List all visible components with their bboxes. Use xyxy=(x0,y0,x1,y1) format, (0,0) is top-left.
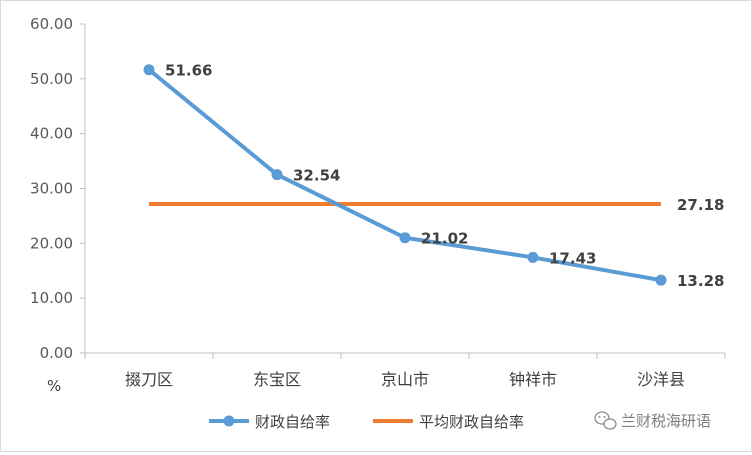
legend-fiscal-label: 财政自给率 xyxy=(255,413,330,431)
y-tick-label: 40.00 xyxy=(30,125,73,143)
watermark-text: 兰财税海研语 xyxy=(621,412,711,430)
series-area xyxy=(143,64,667,286)
y-tick-label: 20.00 xyxy=(30,234,73,252)
average-end-label: 27.18 xyxy=(677,196,724,214)
legend-average-label: 平均财政自给率 xyxy=(419,413,524,431)
y-tick-label: 30.00 xyxy=(30,180,73,198)
legend: 财政自给率 平均财政自给率 xyxy=(209,413,524,431)
y-tick-label: 60.00 xyxy=(30,15,73,33)
y-tick-label: 10.00 xyxy=(30,289,73,307)
y-axis-unit-label: % xyxy=(47,377,61,395)
fiscal-data-label: 32.54 xyxy=(293,167,340,185)
wechat-icon xyxy=(594,411,617,430)
fiscal-data-point xyxy=(527,251,539,263)
fiscal-data-point xyxy=(143,64,155,76)
fiscal-data-label: 51.66 xyxy=(165,62,212,80)
x-category-label: 沙洋县 xyxy=(637,370,685,389)
fiscal-data-label: 13.28 xyxy=(677,272,724,290)
fiscal-data-label: 21.02 xyxy=(421,230,468,248)
fiscal-data-point xyxy=(399,232,411,244)
fiscal-data-label: 17.43 xyxy=(549,249,596,267)
x-category-label: 京山市 xyxy=(381,370,429,389)
y-tick-label: 50.00 xyxy=(30,70,73,88)
y-tick-label: 0.00 xyxy=(40,344,73,362)
data-labels: 27.18 51.66 32.54 21.02 17.43 13.28 xyxy=(165,62,724,290)
fiscal-data-point xyxy=(271,169,283,181)
x-axis: 掇刀区 东宝区 京山市 钟祥市 沙洋县 xyxy=(84,352,726,389)
y-axis: 0.00 10.00 20.00 30.00 40.00 50.00 60.00 xyxy=(30,15,86,362)
legend-fiscal-marker xyxy=(223,415,235,427)
x-category-label: 掇刀区 xyxy=(125,370,173,389)
watermark: 兰财税海研语 xyxy=(594,411,711,430)
x-category-label: 东宝区 xyxy=(253,370,301,389)
fiscal-data-point xyxy=(655,274,667,286)
x-category-label: 钟祥市 xyxy=(509,370,557,389)
